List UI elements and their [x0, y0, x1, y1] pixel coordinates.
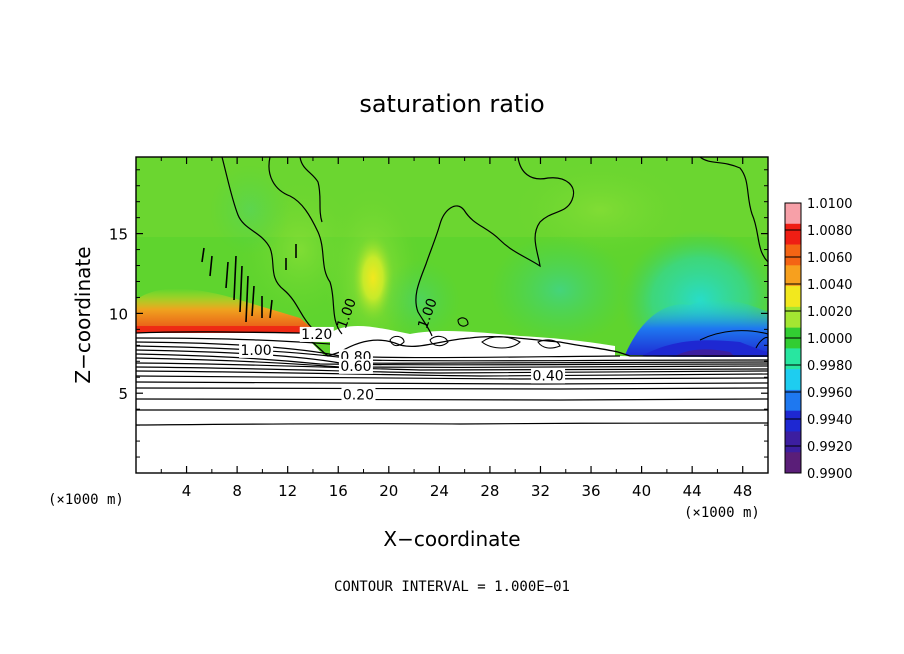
colorbar-swatch [785, 203, 801, 225]
contour-label-bg [341, 387, 376, 403]
colorbar-label: 1.0020 [807, 305, 853, 320]
colorbar-label: 1.0100 [807, 197, 853, 212]
x-tick-label: 16 [329, 482, 348, 500]
heatmap-supersaturated-band [136, 288, 320, 335]
contour-irregular-3 [299, 157, 323, 223]
contour-label-bg [239, 342, 274, 358]
colorbar-label: 0.9980 [807, 359, 853, 374]
chart-title: saturation ratio [359, 90, 544, 118]
x-tick-label: 40 [632, 482, 651, 500]
colorbar-label: 0.9920 [807, 440, 853, 455]
contour-irregular-1 [221, 157, 313, 329]
contour-label-bg [338, 358, 373, 374]
x-tick-label: 8 [232, 482, 242, 500]
colorbar-label: 0.9940 [807, 413, 853, 428]
x-unit-right: (×1000 m) [684, 505, 760, 521]
x-axis-label: X−coordinate [383, 527, 520, 551]
contour-interval-note: CONTOUR INTERVAL = 1.000E−01 [334, 579, 570, 595]
colorbar-label: 1.0000 [807, 332, 853, 347]
y-axis-label: Z−coordinate [71, 246, 95, 383]
x-unit-left: (×1000 m) [48, 492, 124, 508]
colorbar: 1.0100 1.0080 1.0060 1.0040 1.0020 1.0000 0.99… [784, 197, 853, 482]
x-tick-label: 4 [182, 482, 192, 500]
x-tick-label: 32 [531, 482, 550, 500]
subcloud-region [136, 333, 768, 473]
x-tick-label: 48 [733, 482, 752, 500]
contour-label: 1.00 [240, 343, 271, 359]
colorbar-swatch [785, 389, 801, 411]
contour-irregular-2 [268, 157, 343, 335]
contour-irregular-4 [415, 157, 575, 337]
colorbar-label: 1.0040 [807, 278, 853, 293]
colorbar-swatch [785, 286, 801, 308]
y-tick-label: 15 [109, 226, 128, 244]
colorbar-label: 1.0060 [807, 251, 853, 266]
colorbar-swatch [785, 348, 801, 370]
colorbar-label: 1.0080 [807, 224, 853, 239]
colorbar-swatch [785, 452, 801, 474]
y-tick-label: 10 [109, 305, 128, 323]
colorbar-swatch [785, 265, 801, 287]
x-tick-label: 44 [683, 482, 702, 500]
x-tick-label: 12 [278, 482, 297, 500]
colorbar-label: 0.9960 [807, 386, 853, 401]
contour-label: 0.40 [532, 368, 563, 384]
colorbar-swatch [785, 306, 801, 328]
plot-area: 1.201.00 0.800.600.400.201.001.00 [136, 157, 768, 473]
colorbar-swatch [785, 410, 801, 432]
y-tick-label: 5 [118, 385, 128, 403]
colorbar-swatch [785, 431, 801, 453]
x-tick-label: 36 [581, 482, 600, 500]
x-tick-label: 20 [379, 482, 398, 500]
x-tick-label: 28 [480, 482, 499, 500]
contour-irregular-6 [699, 330, 768, 341]
colorbar-swatch [785, 244, 801, 266]
contour-label: 0.20 [343, 388, 374, 404]
colorbar-swatch [785, 369, 801, 391]
contour-streaks [201, 244, 297, 323]
contour-label-bg [299, 326, 334, 342]
x-axis-ticks: 4 8 12 16 20 24 28 32 36 40 44 48 [160, 157, 752, 500]
colorbar-swatch [785, 223, 801, 245]
contour-irregular-5 [699, 157, 768, 263]
colorbar-label: 0.9900 [807, 467, 853, 482]
y-axis-ticks: 5 10 15 [109, 169, 768, 458]
contour-label: 1.20 [301, 327, 332, 343]
contour-label: 0.60 [340, 359, 371, 375]
plot-frame [135, 156, 769, 474]
x-tick-label: 24 [430, 482, 449, 500]
contour-label-bg [531, 368, 566, 384]
